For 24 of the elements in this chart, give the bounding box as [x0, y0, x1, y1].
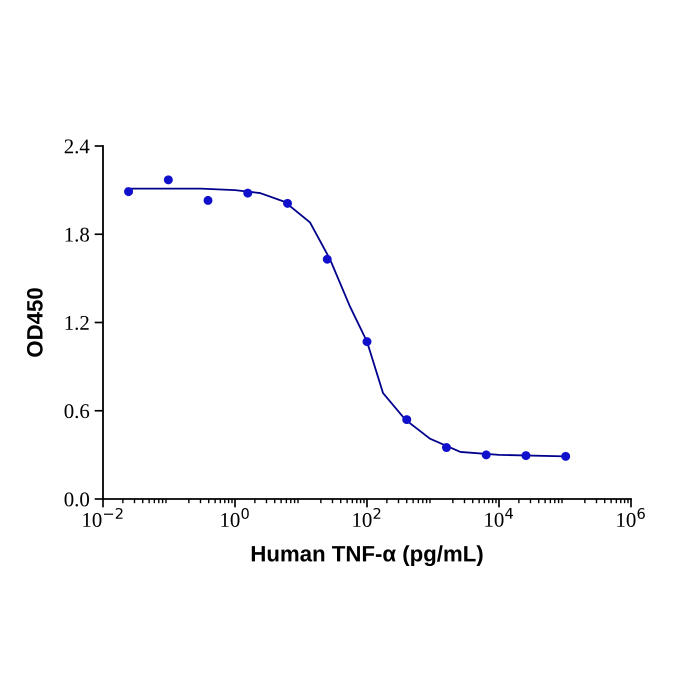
point	[402, 415, 412, 424]
point	[482, 450, 491, 460]
point	[362, 337, 372, 346]
point	[442, 443, 451, 452]
point	[243, 188, 252, 198]
x-tick-label: 10$^{−2}$	[83, 508, 123, 527]
x-tick-label: 10$^{4}$	[485, 508, 513, 527]
point	[124, 187, 134, 196]
y-tick-label: 1.8	[66, 228, 90, 242]
y-tick-label: 0.6	[64, 404, 90, 418]
x-tick-label: 10$^{0}$	[221, 508, 249, 527]
y-tick-label: 1.2	[66, 316, 89, 330]
x-tick-label: 10$^{2}$	[353, 508, 380, 527]
point	[204, 196, 213, 205]
x-tick-label: 10$^{6}$	[617, 508, 645, 527]
y-tick-label: 2.4	[64, 139, 90, 154]
x-axis-title: Human TNF-α (pg/mL)	[252, 545, 483, 566]
point	[561, 452, 570, 461]
point	[521, 451, 530, 460]
y-tick-label: 0.0	[64, 492, 90, 507]
y-axis-title: OD450	[26, 288, 43, 357]
point	[322, 254, 332, 264]
point	[283, 198, 292, 208]
point	[164, 175, 173, 184]
